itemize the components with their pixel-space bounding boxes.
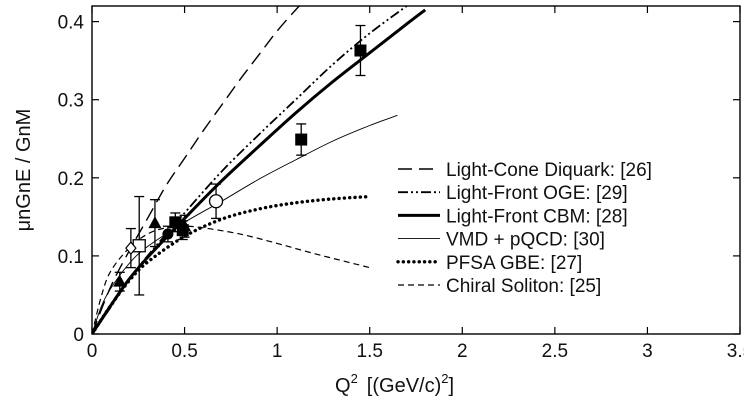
data-point <box>162 225 174 243</box>
marker-open-diamond <box>125 241 137 256</box>
svg-text:μnGnE / GnM: μnGnE / GnM <box>13 109 35 232</box>
y-axis-title-text: μnGnE / GnM <box>13 109 35 232</box>
x-tick-label: 1 <box>272 341 283 362</box>
x-axis-title: Q2 [(GeV/c)2] <box>335 371 454 397</box>
data-point <box>113 271 127 292</box>
y-tick-label: 0.4 <box>58 13 85 34</box>
legend-label: VMD + pQCD: [30] <box>446 230 605 251</box>
legend-label: PFSA GBE: [27] <box>446 253 582 274</box>
data-point <box>295 123 308 156</box>
x-tick-label: 2.5 <box>542 341 568 362</box>
data-points <box>113 24 367 296</box>
y-tick-label: 0.1 <box>58 247 84 268</box>
data-point <box>148 199 162 248</box>
y-tick-label: 0.3 <box>58 91 84 112</box>
x-tick-label: 3 <box>642 341 653 362</box>
x-axis-title-units-close: ] <box>448 375 454 397</box>
x-axis-title-sup: 2 <box>351 371 358 386</box>
plot-frame <box>91 5 741 335</box>
marker-filled-square <box>295 133 308 146</box>
x-axis-title-units-sup: 2 <box>441 371 448 386</box>
series-line-2 <box>92 6 408 334</box>
marker-filled-triangle <box>148 216 162 229</box>
y-tick-label: 0 <box>73 325 84 346</box>
data-point <box>125 227 137 269</box>
x-axis-title-main: Q <box>335 375 351 397</box>
marker-open-circle <box>208 194 224 209</box>
x-tick-label: 2 <box>457 341 468 362</box>
data-point <box>208 183 224 220</box>
legend: Light-Cone Diquark: [26]Light-Front OGE:… <box>396 160 652 297</box>
data-point <box>354 24 367 77</box>
plot-border <box>91 5 741 335</box>
x-axis-title-units: [(GeV/c) <box>367 375 441 397</box>
marker-filled-circle <box>162 228 174 240</box>
legend-label: Light-Cone Diquark: [26] <box>446 160 652 181</box>
axis-ticks: 0 0.5 1 1.5 2 2.5 3 3.5 0 0.1 0.2 0.3 0.4 <box>58 6 744 362</box>
data-point <box>132 195 146 296</box>
marker-filled-triangle <box>113 274 127 287</box>
data-point <box>178 214 192 238</box>
series-curves <box>92 6 427 334</box>
legend-label: Light-Front CBM: [28] <box>446 206 628 227</box>
series-line-3 <box>92 8 427 334</box>
marker-filled-triangle <box>178 219 192 232</box>
x-tick-label: 0 <box>87 341 98 362</box>
marker-filled-square <box>354 44 367 57</box>
series-line-5 <box>92 194 372 334</box>
y-axis-title: μnGnE / GnM <box>13 109 35 232</box>
series-line-6 <box>92 225 370 334</box>
legend-label: Light-Front OGE: [29] <box>446 183 628 204</box>
series-line-4 <box>92 114 398 334</box>
legend-label: Chiral Soliton: [25] <box>446 276 601 297</box>
x-tick-label: 3.5 <box>727 341 744 362</box>
x-tick-label: 1.5 <box>357 341 383 362</box>
x-tick-label: 0.5 <box>171 341 197 362</box>
y-tick-label: 0.2 <box>58 169 84 190</box>
